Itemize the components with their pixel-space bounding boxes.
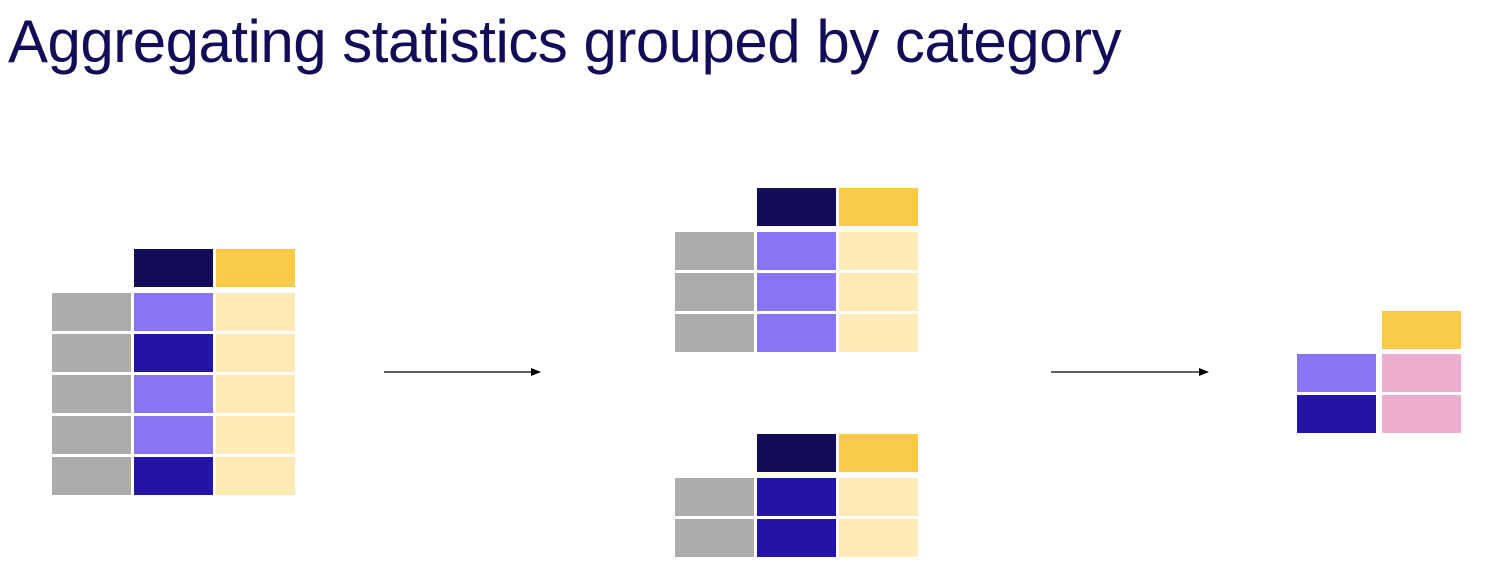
header-cell-key <box>134 249 213 287</box>
index-cell <box>675 232 754 270</box>
key-cell <box>757 232 836 270</box>
value-cell <box>216 293 295 331</box>
key-cell <box>134 416 213 454</box>
header-cell-value <box>839 188 918 226</box>
key-cell <box>134 457 213 495</box>
index-cell <box>52 334 131 372</box>
group-dark-table <box>675 434 918 557</box>
group-light-table <box>675 188 918 352</box>
header-cell-value <box>1382 311 1461 349</box>
value-cell <box>216 334 295 372</box>
value-cell <box>839 232 918 270</box>
group-key-cell <box>1297 395 1376 433</box>
index-cell <box>675 273 754 311</box>
index-cell <box>675 478 754 516</box>
index-cell <box>52 375 131 413</box>
page-title: Aggregating statistics grouped by catego… <box>8 8 1122 75</box>
index-cell <box>52 416 131 454</box>
key-cell <box>757 519 836 557</box>
value-cell <box>839 519 918 557</box>
index-cell <box>675 519 754 557</box>
key-cell <box>134 293 213 331</box>
header-cell-key <box>757 434 836 472</box>
input-table <box>52 249 295 495</box>
aggregated-value-cell <box>1382 354 1461 392</box>
key-cell <box>134 334 213 372</box>
header-cell-value <box>839 434 918 472</box>
value-cell <box>839 478 918 516</box>
index-cell <box>52 457 131 495</box>
index-cell <box>52 293 131 331</box>
value-cell <box>216 457 295 495</box>
key-cell <box>757 314 836 352</box>
header-cell-value <box>216 249 295 287</box>
value-cell <box>839 273 918 311</box>
aggregated-value-cell <box>1382 395 1461 433</box>
value-cell <box>216 416 295 454</box>
key-cell <box>757 478 836 516</box>
key-cell <box>757 273 836 311</box>
aggregated-table <box>1297 311 1461 433</box>
key-cell <box>134 375 213 413</box>
group-key-cell <box>1297 354 1376 392</box>
value-cell <box>839 314 918 352</box>
index-cell <box>675 314 754 352</box>
value-cell <box>216 375 295 413</box>
header-cell-key <box>757 188 836 226</box>
